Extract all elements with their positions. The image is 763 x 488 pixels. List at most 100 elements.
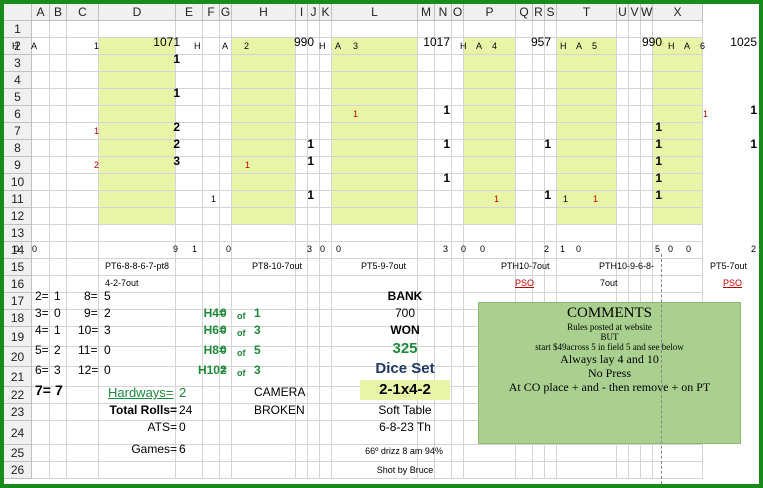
row-header[interactable]: 15 [4,259,32,276]
grid-cell[interactable] [464,21,516,38]
cell-l9[interactable]: 1 [443,171,450,185]
cell-v1[interactable]: A [684,41,691,51]
cell-p13[interactable]: 2 [543,244,549,254]
grid-cell[interactable] [641,259,653,276]
grid-cell[interactable] [296,242,308,259]
grid-cell[interactable] [203,276,220,293]
grid-cell[interactable] [435,21,452,38]
grid-cell[interactable] [99,21,176,38]
weather-label[interactable]: 66º drizz 8 am 94% [365,446,443,456]
grid-cell[interactable] [32,310,50,327]
grid-cell[interactable] [308,89,320,106]
grid-cell[interactable] [629,174,641,191]
grid-cell[interactable] [67,123,99,140]
cell-d14[interactable]: PT6-8-8-6-7-pt8 [105,261,170,271]
grid-cell[interactable] [617,174,629,191]
grid-cell[interactable] [32,327,50,347]
cell-d7[interactable]: 2 [173,137,180,151]
grid-cell[interactable] [629,276,641,293]
grid-cell[interactable] [435,310,452,327]
hard-value[interactable]: 0 [220,323,227,337]
grid-cell[interactable] [32,191,50,208]
grid-cell[interactable] [320,259,332,276]
column-header[interactable]: V [629,4,641,21]
grid-cell[interactable] [641,462,653,479]
grid-cell[interactable] [617,55,629,72]
column-header[interactable]: W [641,4,653,21]
total-rolls-value[interactable]: 24 [179,403,193,417]
grid-cell[interactable] [232,259,296,276]
grid-cell[interactable] [50,462,67,479]
grid-cell[interactable] [452,347,464,367]
grid-cell[interactable] [220,21,232,38]
grid-cell[interactable] [67,157,99,174]
grid-cell[interactable] [308,38,320,55]
roll-label[interactable]: 2= [35,289,49,303]
grid-cell[interactable] [203,21,220,38]
roll-value[interactable]: 0 [54,306,61,320]
grid-cell[interactable] [545,462,557,479]
games-label[interactable]: Games= [131,442,177,456]
grid-cell[interactable] [99,310,176,327]
grid-cell[interactable] [220,55,232,72]
grid-cell[interactable] [32,387,50,404]
sevens-value[interactable]: 7 [55,382,63,398]
grid-cell[interactable] [67,225,99,242]
row-header[interactable]: 10 [4,174,32,191]
cell-x13[interactable]: 2 [750,244,756,254]
grid-cell[interactable] [557,242,617,259]
select-all-corner[interactable] [4,4,32,21]
grid-cell[interactable] [32,404,50,421]
column-header[interactable]: C [67,4,99,21]
grid-cell[interactable] [176,367,203,387]
grid-cell[interactable] [545,208,557,225]
grid-cell[interactable] [557,89,617,106]
grid-cell[interactable] [516,191,533,208]
roll-value[interactable]: 3 [54,363,61,377]
grid-cell[interactable] [203,310,220,327]
grid-cell[interactable] [435,140,452,157]
grid-cell[interactable] [67,404,99,421]
grid-cell[interactable] [464,55,516,72]
row-header[interactable]: 1 [4,21,32,38]
grid-cell[interactable] [296,327,308,347]
grid-cell[interactable] [545,259,557,276]
grid-cell[interactable] [545,123,557,140]
grid-cell[interactable] [653,21,703,38]
cell-t1[interactable]: 990 [641,35,662,49]
grid-cell[interactable] [629,445,641,462]
grid-cell[interactable] [232,191,296,208]
grid-cell[interactable] [557,174,617,191]
grid-cell[interactable] [516,259,533,276]
grid-cell[interactable] [464,72,516,89]
grid-cell[interactable] [418,347,435,367]
grid-cell[interactable] [629,259,641,276]
grid-cell[interactable] [296,208,308,225]
grid-cell[interactable] [653,55,703,72]
cell-i1[interactable]: H [319,41,326,51]
grid-cell[interactable] [452,293,464,310]
grid-cell[interactable] [176,38,203,55]
grid-cell[interactable] [533,89,545,106]
grid-cell[interactable] [308,208,320,225]
grid-cell[interactable] [320,421,332,445]
roll-label[interactable]: 9= [84,306,98,320]
roll-label[interactable]: 4= [35,323,49,337]
grid-cell[interactable] [308,140,320,157]
cell-l13[interactable]: 3 [442,244,448,254]
won-label[interactable]: WON [390,323,420,337]
grid-cell[interactable] [320,208,332,225]
cell-n13[interactable]: 0 [480,244,486,254]
grid-cell[interactable] [332,38,418,55]
cell-d2[interactable]: 1 [173,52,180,66]
grid-cell[interactable] [220,327,232,347]
grid-cell[interactable] [653,242,703,259]
grid-cell[interactable] [176,225,203,242]
grid-cell[interactable] [545,21,557,38]
grid-cell[interactable] [320,404,332,421]
grid-cell[interactable] [32,55,50,72]
grid-cell[interactable] [308,174,320,191]
grid-cell[interactable] [653,276,703,293]
grid-cell[interactable] [176,421,203,445]
grid-cell[interactable] [545,72,557,89]
